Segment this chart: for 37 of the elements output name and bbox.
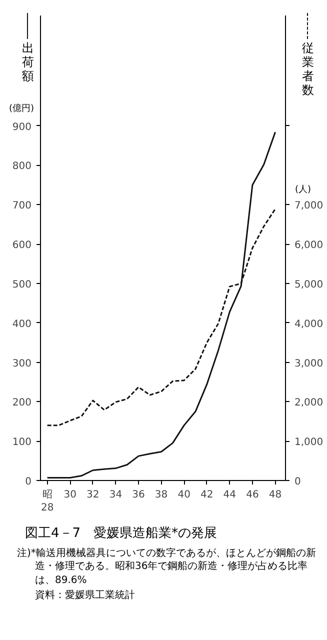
- y-tick-label: 900: [12, 122, 32, 133]
- x-tick-label: 48: [268, 490, 282, 500]
- x-tick-label: 38: [154, 490, 168, 500]
- y-tick-label: 400: [12, 318, 32, 330]
- y2-tick-label: 5,000: [294, 279, 324, 290]
- x-tick-label: 32: [86, 490, 100, 500]
- x-tick-label: 34: [109, 490, 122, 500]
- line-series: [46, 131, 276, 478]
- x-tick-label: 30: [64, 490, 76, 500]
- y2-tick-label: 0: [294, 476, 301, 488]
- x-tick-label: 44: [223, 490, 236, 500]
- y-tick-label: 700: [12, 200, 32, 212]
- y2-tick-label: 4,000: [294, 318, 324, 330]
- text: 資料：愛媛県工業統計: [34, 589, 136, 603]
- x-tick-label: 42: [200, 490, 214, 500]
- text: 図工4－7 愛媛県造船業*の発展: [25, 525, 218, 543]
- y-tick-label: 600: [12, 240, 32, 252]
- y-tick-label: 100: [12, 437, 32, 448]
- y2-axis-title: (人): [295, 184, 312, 197]
- x-tick-label: 40: [178, 490, 190, 500]
- legend-label: 従業者数: [301, 41, 315, 97]
- x-tick-label: 昭 28: [40, 490, 54, 514]
- x-tick-label: 36: [132, 490, 145, 500]
- y-tick-label: 300: [12, 358, 32, 370]
- y2-tick-label: 7,000: [294, 200, 324, 212]
- y2-tick-label: 3,000: [294, 358, 324, 370]
- y-tick-label: 0: [25, 476, 32, 488]
- y2-tick-label: 6,000: [294, 240, 324, 252]
- y-tick-label: 500: [12, 279, 32, 290]
- x-tick-label: 46: [246, 490, 259, 500]
- y-axis-title: (億円): [9, 103, 34, 116]
- legend-label: 出荷額: [21, 41, 35, 83]
- y-tick-label: 800: [12, 161, 32, 172]
- text: 注)*輸送用機械器具についての数字であるが、ほとんどが鋼船の新造・修理である。昭和36年で鋼船の新造・修理が占める比率は、89.6%: [16, 546, 317, 588]
- y2-tick-label: 1,000: [294, 437, 324, 448]
- y-tick-label: 200: [12, 398, 32, 409]
- y2-tick-label: 2,000: [294, 398, 324, 409]
